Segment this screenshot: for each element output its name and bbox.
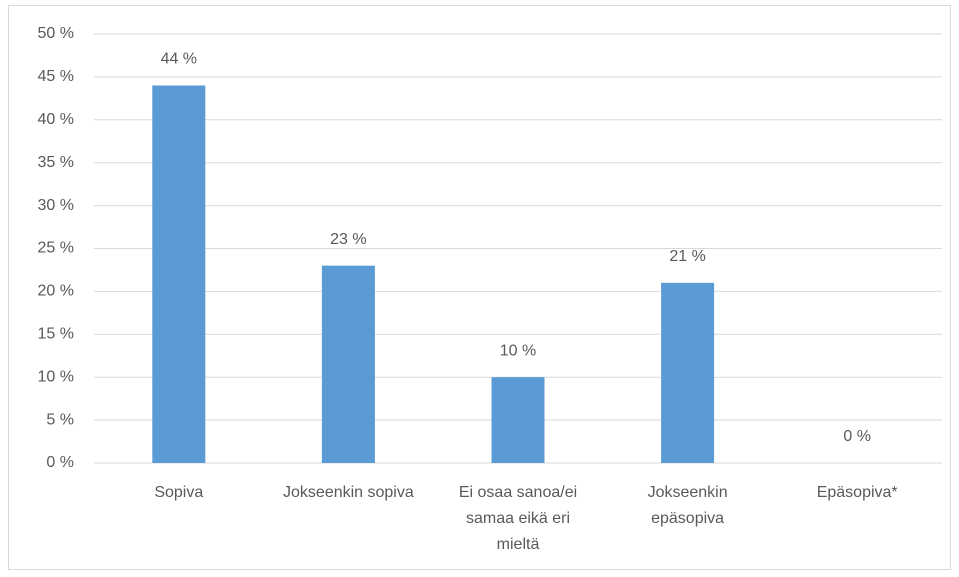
- data-label: 21 %: [669, 248, 705, 265]
- bar: [152, 85, 206, 463]
- y-tick-label: 10 %: [38, 368, 74, 385]
- y-tick-label: 30 %: [38, 197, 74, 214]
- data-label: 10 %: [500, 342, 536, 359]
- x-tick-label: Jokseenkin epäsopiva: [647, 484, 728, 527]
- x-tick-label: Jokseenkin sopiva: [283, 484, 414, 501]
- bar: [661, 282, 715, 463]
- y-tick-label: 25 %: [38, 240, 74, 257]
- data-label: 23 %: [330, 231, 366, 248]
- y-tick-label: 5 %: [46, 411, 74, 428]
- x-tick-label: Sopiva: [154, 484, 204, 501]
- y-tick-label: 45 %: [38, 68, 74, 85]
- y-tick-label: 40 %: [38, 111, 74, 128]
- x-tick-label: Ei osaa sanoa/ei samaa eikä eri mieltä: [458, 484, 578, 553]
- x-tick-label: Epäsopiva*: [816, 484, 898, 501]
- y-tick-label: 15 %: [38, 326, 74, 343]
- data-label: 0 %: [843, 428, 871, 445]
- y-tick-label: 0 %: [46, 454, 74, 471]
- data-label: 44 %: [161, 51, 197, 68]
- y-tick-label: 50 %: [38, 25, 74, 42]
- y-tick-label: 35 %: [38, 154, 74, 171]
- bar: [321, 265, 375, 463]
- chart-border: [8, 5, 951, 570]
- y-tick-label: 20 %: [38, 283, 74, 300]
- bar: [491, 377, 545, 463]
